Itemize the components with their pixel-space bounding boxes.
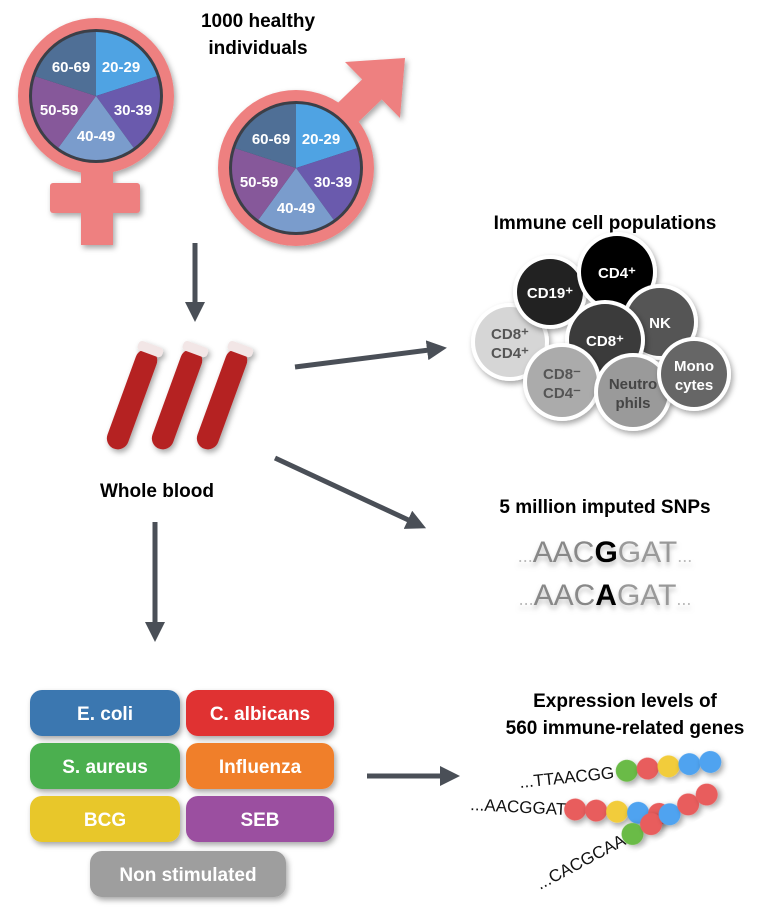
expression-bead: [564, 798, 587, 821]
strand-sequence: ...CACGCAA: [533, 830, 629, 893]
stimulus-label: S. aureus: [62, 757, 148, 778]
male-slice-20-29: [296, 104, 357, 168]
male-slice-30-39: [296, 148, 360, 220]
female-slice-label: 60-69: [52, 59, 90, 76]
expression-bead: [658, 803, 681, 826]
male-slice-label: 60-69: [252, 131, 290, 148]
expression-bead: [677, 793, 700, 816]
cell-population-1: CD19⁺: [513, 255, 587, 329]
snp-sequence-1: ...AACGGAT...: [518, 536, 693, 569]
cell-label: Mono: [674, 358, 714, 375]
expression-bead: [699, 750, 722, 773]
expression-title-line2: 560 immune-related genes: [506, 718, 745, 739]
stimulus-label: Influenza: [219, 757, 302, 778]
female-slice-label: 50-59: [40, 102, 78, 119]
expression-bead: [695, 783, 718, 806]
expression-bead: [678, 753, 701, 776]
stimulus-bcg: BCG: [30, 796, 180, 842]
arrow-blood-to-cells: [294, 340, 447, 370]
female-slice-50-59: [32, 76, 96, 148]
expression-bead: [657, 755, 680, 778]
cell-population-6: Neutro phils: [594, 353, 672, 431]
strand-sequence: ...AACGGAT: [470, 795, 567, 819]
male-slice-50-59: [232, 148, 296, 220]
female-slice-20-29: [96, 32, 157, 96]
expression-strand-1: ...AACGGAT: [463, 795, 671, 825]
immune-cell-cluster: CD8⁺ CD4⁺ CD19⁺ CD4⁺ NK CD8⁺ CD8⁻ CD4⁻ Neutro phi…: [471, 232, 731, 431]
cell-population-7: Mono cytes: [657, 337, 731, 411]
expression-bead: [585, 799, 608, 822]
male-age-pie: 20-29 30-39 40-49 50-59 60-69: [229, 101, 363, 235]
arrows: [145, 243, 460, 786]
male-slice-60-69: [235, 104, 296, 168]
arrow-blood-to-snps: [273, 455, 427, 529]
cell-label-line2: CD4⁺: [491, 345, 529, 362]
expression-bead: [615, 759, 638, 782]
stimulus-label: Non stimulated: [119, 865, 256, 886]
cell-label: CD8⁺: [586, 333, 624, 350]
expression-title-line1: Expression levels of: [533, 691, 717, 712]
male-slice-label: 40-49: [277, 200, 315, 217]
snp-sequences: ...AACGGAT... ...AACAGAT...: [518, 536, 693, 612]
expression-strand-0: ...TTAACGG: [514, 750, 722, 793]
male-slice-label: 30-39: [314, 174, 352, 191]
expression-strands: ...TTAACGG ...AACGGAT ...CACGCAA: [463, 750, 722, 896]
female-slice-label: 30-39: [114, 102, 152, 119]
male-slice-label: 50-59: [240, 174, 278, 191]
stimuli-panel: E. coli C. albicans S. aureus Influenza BCG S…: [30, 690, 334, 897]
cell-label: CD4⁺: [598, 265, 636, 282]
cell-population-0: CD8⁺ CD4⁺: [471, 303, 549, 381]
snp-variant-1: G: [594, 536, 617, 569]
male-slice-40-49: [258, 168, 334, 233]
expression-bead: [621, 822, 644, 845]
cell-label-line2: phils: [615, 395, 650, 412]
cell-label-line2: cytes: [675, 377, 713, 394]
blood-tubes-icon: [106, 341, 254, 450]
cells-title: Immune cell populations: [494, 213, 717, 234]
cell-label: CD8⁻: [543, 366, 581, 383]
female-slice-40-49: [58, 96, 134, 160]
strand-sequence: ...TTAACGG: [518, 763, 615, 792]
whole-blood-label: Whole blood: [100, 481, 214, 502]
male-slice-label: 20-29: [302, 131, 340, 148]
cohort-title-line2: individuals: [208, 38, 307, 59]
stimulus-e-coli: E. coli: [30, 690, 180, 736]
stimulus-influenza: Influenza: [186, 743, 334, 789]
cohort-title-line1: 1000 healthy: [201, 11, 315, 32]
cell-label: Neutro: [609, 376, 657, 393]
cell-label: CD19⁺: [527, 285, 573, 302]
female-slice-30-39: [96, 76, 161, 148]
expression-bead: [606, 800, 629, 823]
snps-title: 5 million imputed SNPs: [499, 497, 710, 518]
female-slice-60-69: [35, 32, 96, 96]
stimulus-label: BCG: [84, 810, 126, 831]
expression-bead: [636, 757, 659, 780]
stimulus-c-albicans: C. albicans: [186, 690, 334, 736]
snp-variant-2: A: [595, 579, 617, 612]
cell-label: CD8⁺: [491, 326, 529, 343]
cell-population-5: CD8⁻ CD4⁻: [523, 343, 601, 421]
cell-label: NK: [649, 315, 671, 332]
stimulus-s-aureus: S. aureus: [30, 743, 180, 789]
female-slice-label: 20-29: [102, 59, 140, 76]
stimulus-label: E. coli: [77, 704, 133, 725]
female-slice-label: 40-49: [77, 128, 115, 145]
cell-label-line2: CD4⁻: [543, 385, 581, 402]
female-age-pie: 20-29 30-39 40-49 50-59 60-69: [29, 29, 163, 163]
stimulus-label: C. albicans: [210, 704, 310, 725]
expression-bead: [640, 813, 663, 836]
snp-sequence-2: ...AACAGAT...: [519, 579, 692, 612]
stimulus-label: SEB: [240, 810, 279, 831]
expression-strand-2: ...CACGCAA: [533, 783, 719, 896]
stimulus-non-stimulated: Non stimulated: [90, 851, 286, 897]
stimulus-seb: SEB: [186, 796, 334, 842]
